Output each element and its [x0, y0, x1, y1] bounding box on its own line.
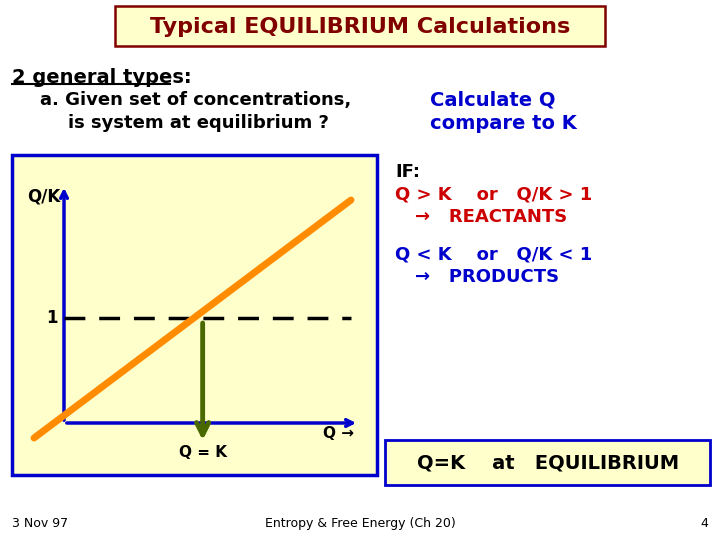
Text: →   PRODUCTS: → PRODUCTS — [415, 268, 559, 286]
Text: 1: 1 — [47, 309, 58, 327]
Text: Entropy & Free Energy (Ch 20): Entropy & Free Energy (Ch 20) — [265, 517, 455, 530]
Text: Typical EQUILIBRIUM Calculations: Typical EQUILIBRIUM Calculations — [150, 17, 570, 37]
Text: Q=K    at   EQUILIBRIUM: Q=K at EQUILIBRIUM — [417, 454, 679, 472]
Text: →   REACTANTS: → REACTANTS — [415, 208, 567, 226]
Bar — [12, 155, 377, 475]
Text: IF:: IF: — [395, 163, 420, 181]
Text: Q > K    or   Q/K > 1: Q > K or Q/K > 1 — [395, 185, 593, 203]
Bar — [115, 6, 605, 46]
Text: Calculate Q: Calculate Q — [430, 91, 556, 110]
Text: compare to K: compare to K — [430, 114, 577, 133]
Text: 4: 4 — [700, 517, 708, 530]
Text: Q/K: Q/K — [27, 187, 60, 205]
Text: Q = K: Q = K — [179, 445, 227, 460]
Text: Q < K    or   Q/K < 1: Q < K or Q/K < 1 — [395, 245, 593, 263]
Text: 3 Nov 97: 3 Nov 97 — [12, 517, 68, 530]
Text: is system at equilibrium ?: is system at equilibrium ? — [68, 114, 329, 132]
Text: 2 general types:: 2 general types: — [12, 68, 192, 87]
Bar — [385, 440, 710, 485]
Text: a. Given set of concentrations,: a. Given set of concentrations, — [40, 91, 351, 109]
Text: Q →: Q → — [323, 426, 354, 441]
